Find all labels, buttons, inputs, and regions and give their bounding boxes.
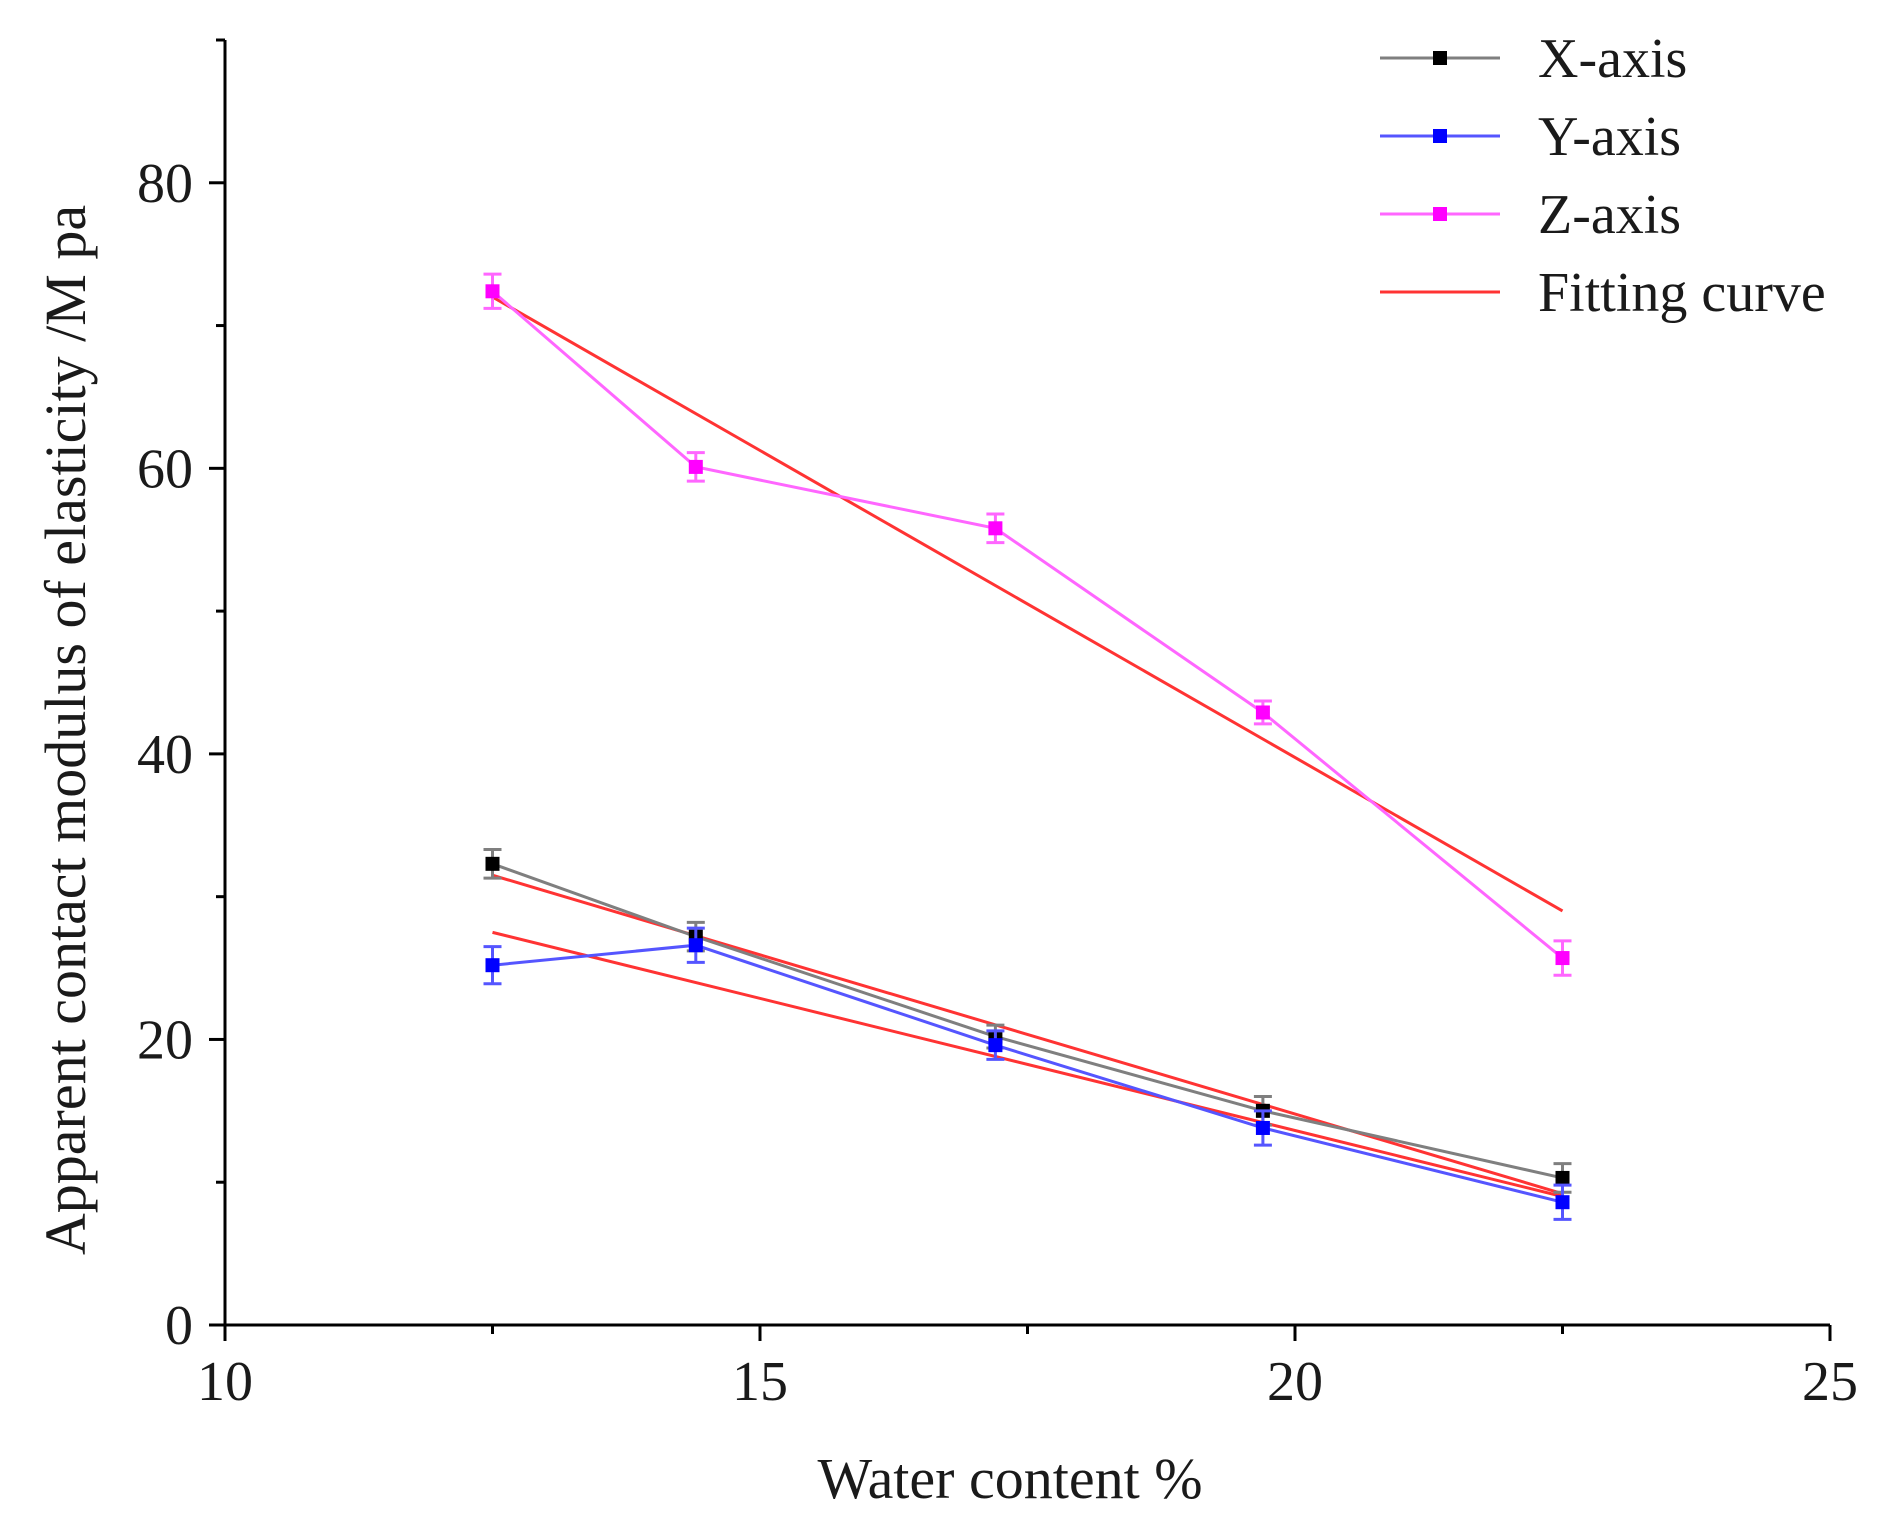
- data-point-y-axis: [1555, 1195, 1570, 1210]
- series-line-y-axis: [492, 943, 1563, 1204]
- data-point-y-axis: [1255, 1120, 1270, 1135]
- data-point-x-axis: [1555, 1170, 1570, 1185]
- series-line-z-axis: [491, 290, 1564, 960]
- legend-label-x-axis: X-axis: [1538, 28, 1687, 90]
- y-tick-label: 80: [137, 153, 193, 215]
- legend-label-fitting-curve: Fitting curve: [1538, 262, 1826, 324]
- x-tick-label: 25: [1802, 1351, 1858, 1413]
- legend-label-y-axis: Y-axis: [1538, 106, 1681, 168]
- legend: X-axis Y-axis Z-axis Fitting curve: [1380, 28, 1826, 324]
- legend-marker-z-axis: [1433, 207, 1447, 221]
- x-tick-label: 10: [197, 1351, 253, 1413]
- y-tick-label: 20: [137, 1009, 193, 1071]
- fitting-curve-line: [492, 873, 1563, 1196]
- legend-marker-y-axis: [1433, 129, 1447, 143]
- axis-ticks: 10 15 20 25 0 20 40 60 80: [137, 38, 1858, 1413]
- series-line-x-axis: [491, 862, 1563, 1180]
- data-point-z-axis: [485, 284, 500, 299]
- fitting-curve-line: [492, 930, 1563, 1198]
- y-tick-label: 40: [137, 724, 193, 786]
- data-point-z-axis: [1255, 705, 1270, 720]
- x-tick-label: 20: [1267, 1351, 1323, 1413]
- data-point-y-axis: [688, 938, 703, 953]
- x-tick-label: 15: [732, 1351, 788, 1413]
- y-axis-title: Apparent contact modulus of elasticity /…: [33, 205, 98, 1255]
- data-point-z-axis: [1555, 951, 1570, 966]
- fitting-curve-line: [491, 295, 1564, 913]
- legend-label-z-axis: Z-axis: [1538, 184, 1681, 246]
- data-point-z-axis: [988, 521, 1003, 536]
- data-point-y-axis: [485, 958, 500, 973]
- y-tick-label: 60: [137, 438, 193, 500]
- data-point-z-axis: [688, 459, 703, 474]
- data-point-x-axis: [485, 856, 500, 871]
- legend-marker-x-axis: [1433, 51, 1447, 65]
- fitting-curves: [491, 295, 1564, 1198]
- x-axis-title: Water content %: [817, 1446, 1202, 1511]
- data-point-y-axis: [988, 1038, 1003, 1053]
- data-series: [483, 272, 1572, 1221]
- y-tick-label: 0: [165, 1295, 193, 1357]
